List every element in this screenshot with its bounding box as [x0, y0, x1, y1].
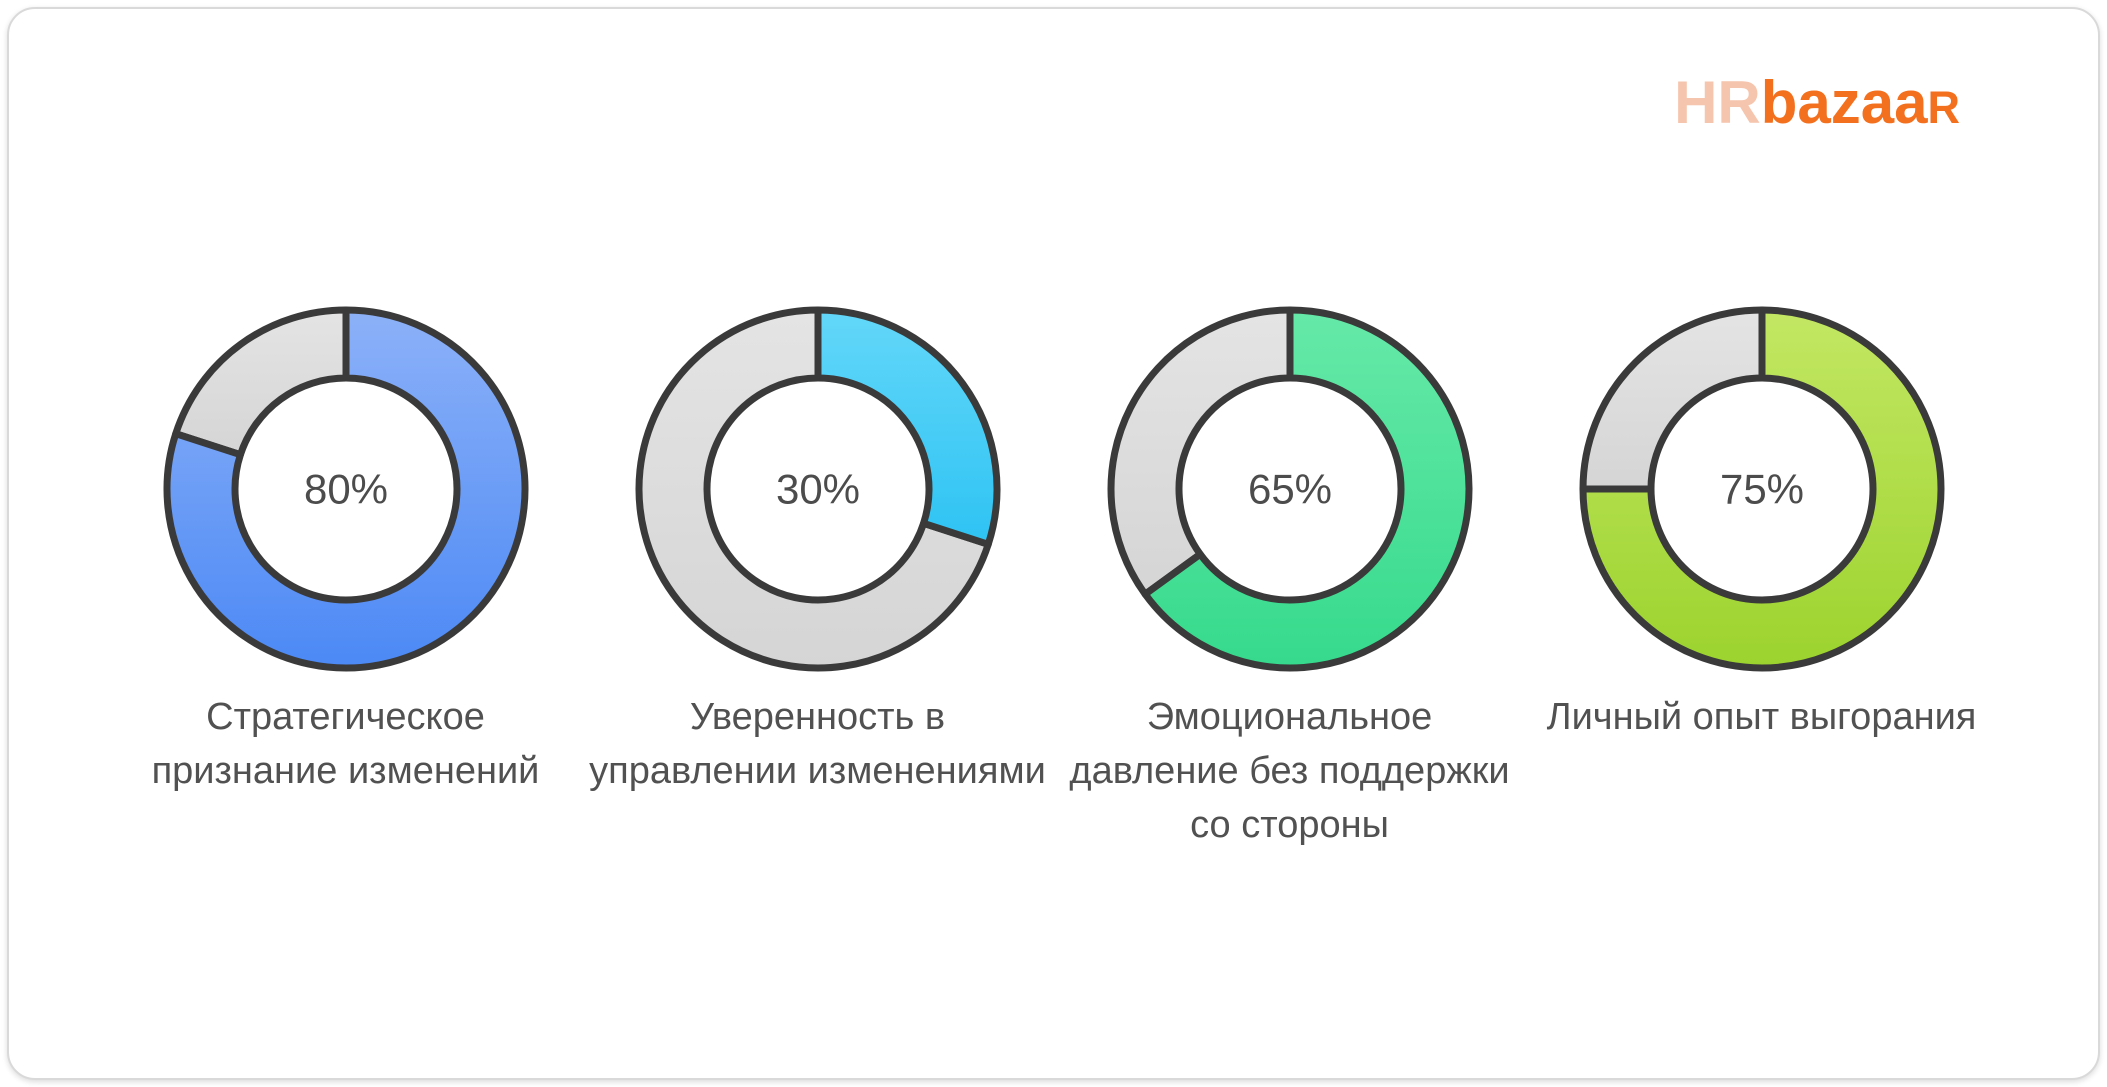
donut-ring: 75%: [1579, 306, 1944, 672]
donut-caption: Эмоциональное давление без поддержки со …: [1069, 696, 1510, 846]
donut-value-segment: [1141, 306, 1472, 672]
donut-caption: Уверенность в управлении изменениями: [589, 696, 1046, 792]
donut-remainder-segment: [1579, 306, 1765, 493]
donut-value-segment: [163, 306, 528, 672]
donut-caption: Личный опыт выгорания: [1546, 696, 1977, 738]
logo-smallcap-r-text: R: [1927, 82, 1961, 133]
donut-chart: 65% Эмоциональное давление без поддержки…: [1054, 303, 1526, 853]
donut-percent-label: 65%: [1247, 466, 1331, 513]
hrbazaar-logo: HRbazaaR: [1674, 73, 1960, 133]
donut-percent-label: 30%: [775, 466, 859, 513]
donut-chart: 80% Стратегическое признание изменений: [110, 303, 582, 853]
donut-remainder-segment: [635, 306, 992, 672]
infographic-card: HRbazaaR 80% Стратегическое признание из…: [7, 7, 2100, 1080]
donut-chart: 75% Личный опыт выгорания: [1526, 303, 1998, 853]
donut-ring: 65%: [1107, 306, 1472, 672]
donut-value-segment: [814, 306, 1000, 548]
donut-ring: 80%: [163, 306, 528, 672]
donut-percent-label: 80%: [303, 466, 387, 513]
donut-caption: Стратегическое признание изменений: [151, 696, 540, 792]
logo-bazaar-text: bazaa: [1760, 69, 1928, 136]
donut-ring: 30%: [635, 306, 1000, 672]
logo-hr-text: HR: [1674, 69, 1761, 136]
donut-percent-label: 75%: [1719, 466, 1803, 513]
donut-charts-row: 80% Стратегическое признание изменений 3…: [9, 303, 2098, 853]
donut-remainder-segment: [171, 306, 349, 459]
donut-remainder-segment: [1107, 306, 1293, 598]
donut-value-segment: [1579, 306, 1944, 672]
donut-chart: 30% Уверенность в управлении изменениями: [582, 303, 1054, 853]
